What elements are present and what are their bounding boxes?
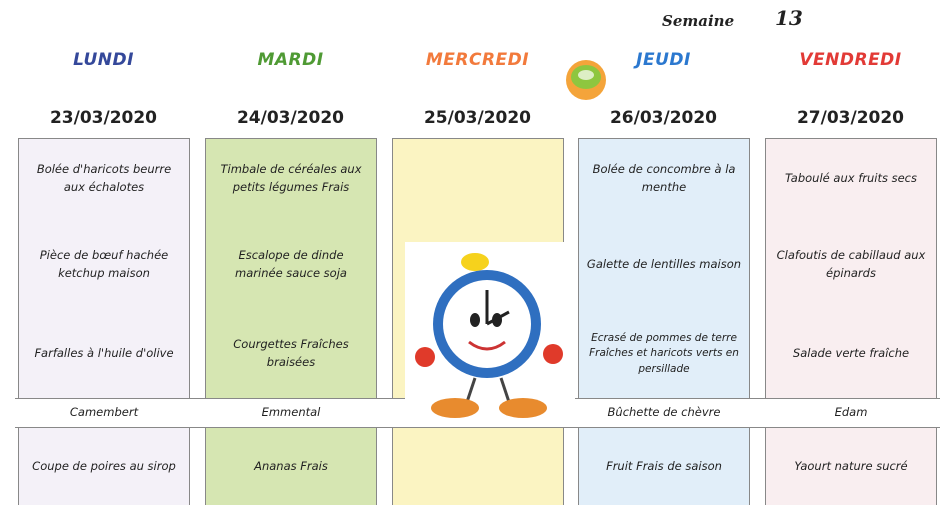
menu-dessert: Fruit Frais de saison: [606, 459, 722, 474]
menu-starter: Taboulé aux fruits secs: [784, 171, 917, 186]
logo-apple: [566, 60, 606, 100]
day-date: 27/03/2020: [796, 108, 905, 128]
clock-illustration: [405, 242, 575, 427]
menu-cheese: Bûchette de chèvre: [607, 405, 721, 420]
day-name: MERCREDI: [425, 50, 530, 70]
day-column: [578, 138, 750, 505]
menu-side: Ecrasé de pommes de terre Fraîches et ha…: [589, 332, 739, 375]
menu-side: Farfalles à l'huile d'olive: [34, 346, 174, 361]
menu-main: Pièce de bœuf hachée ketchup maison: [39, 248, 169, 280]
menu-dessert: Ananas Frais: [254, 459, 328, 474]
day-name: MARDI: [257, 50, 324, 70]
menu-cheese: Edam: [834, 405, 868, 420]
menu-starter: Timbale de céréales aux petits légumes F…: [220, 162, 362, 194]
menu-side: Salade verte fraîche: [792, 346, 910, 361]
menu-side: Courgettes Fraîches braisées: [233, 337, 349, 369]
menu-dessert: Yaourt nature sucré: [794, 459, 908, 474]
day-name: LUNDI: [73, 50, 134, 70]
week-number: 13: [775, 6, 803, 30]
day-column: [18, 138, 190, 505]
menu-main: Clafoutis de cabillaud aux épinards: [776, 248, 926, 280]
menu-cheese: Camembert: [69, 405, 139, 420]
day-name: JEUDI: [636, 50, 691, 70]
menu-main: Galette de lentilles maison: [586, 257, 742, 272]
week-label: Semaine: [662, 12, 735, 30]
day-name: VENDREDI: [799, 50, 902, 70]
menu-starter: Bolée d'haricots beurre aux échalotes: [36, 162, 172, 194]
menu-main: Escalope de dinde marinée sauce soja: [235, 248, 347, 280]
day-date: 23/03/2020: [49, 108, 158, 128]
menu-starter: Bolée de concombre à la menthe: [592, 162, 736, 194]
day-date: 24/03/2020: [236, 108, 345, 128]
day-date: 25/03/2020: [423, 108, 532, 128]
day-date: 26/03/2020: [609, 108, 718, 128]
day-column: [205, 138, 377, 505]
menu-dessert: Coupe de poires au sirop: [32, 459, 176, 474]
day-column: [765, 138, 937, 505]
menu-cheese: Emmental: [261, 405, 321, 420]
